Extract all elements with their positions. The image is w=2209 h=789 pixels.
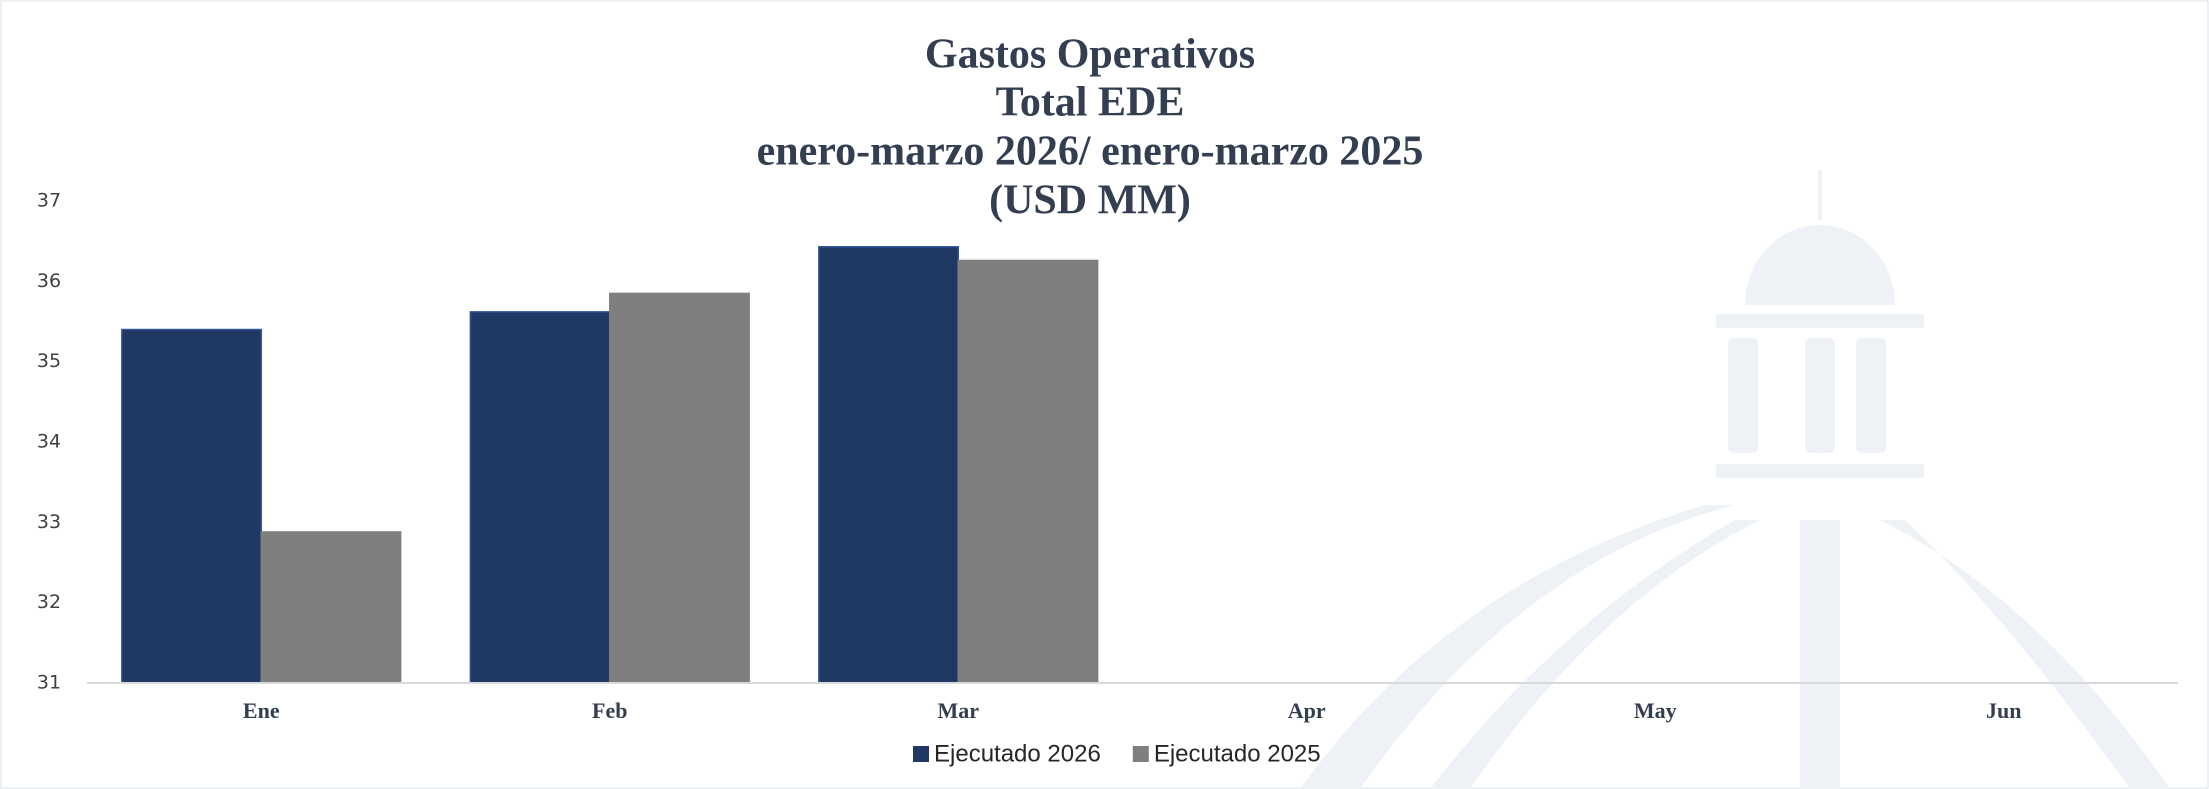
bar [819, 247, 958, 683]
bar [610, 293, 749, 683]
y-tick-label: 31 [37, 672, 61, 694]
title-line: Total EDE [996, 80, 1185, 126]
y-tick-label: 33 [37, 511, 61, 533]
bar [958, 260, 1097, 683]
title-line: (USD MM) [989, 178, 1191, 224]
x-tick-label: Mar [937, 698, 979, 723]
chart: Gastos Operativos Total EDE enero-marzo … [0, 0, 2209, 789]
bar [122, 330, 261, 683]
y-tick-label: 34 [37, 431, 61, 453]
y-tick-label: 37 [37, 190, 61, 212]
y-tick-label: 32 [37, 591, 61, 613]
bar [470, 312, 609, 683]
y-tick-label: 35 [37, 350, 61, 372]
y-tick-label: 36 [37, 270, 61, 292]
legend-swatch [1133, 746, 1149, 762]
title-line: Gastos Operativos [925, 32, 1255, 78]
bar [261, 532, 400, 683]
x-tick-label: May [1634, 698, 1677, 723]
x-tick-label: Feb [592, 698, 627, 723]
legend-label: Ejecutado 2026 [934, 740, 1101, 767]
x-tick-label: Jun [1986, 698, 2021, 723]
x-tick-label: Apr [1288, 698, 1326, 723]
title-line: enero-marzo 2026/ enero-marzo 2025 [757, 129, 1424, 175]
legend-swatch [913, 746, 929, 762]
legend-label: Ejecutado 2025 [1154, 740, 1321, 767]
x-tick-label: Ene [243, 698, 280, 723]
